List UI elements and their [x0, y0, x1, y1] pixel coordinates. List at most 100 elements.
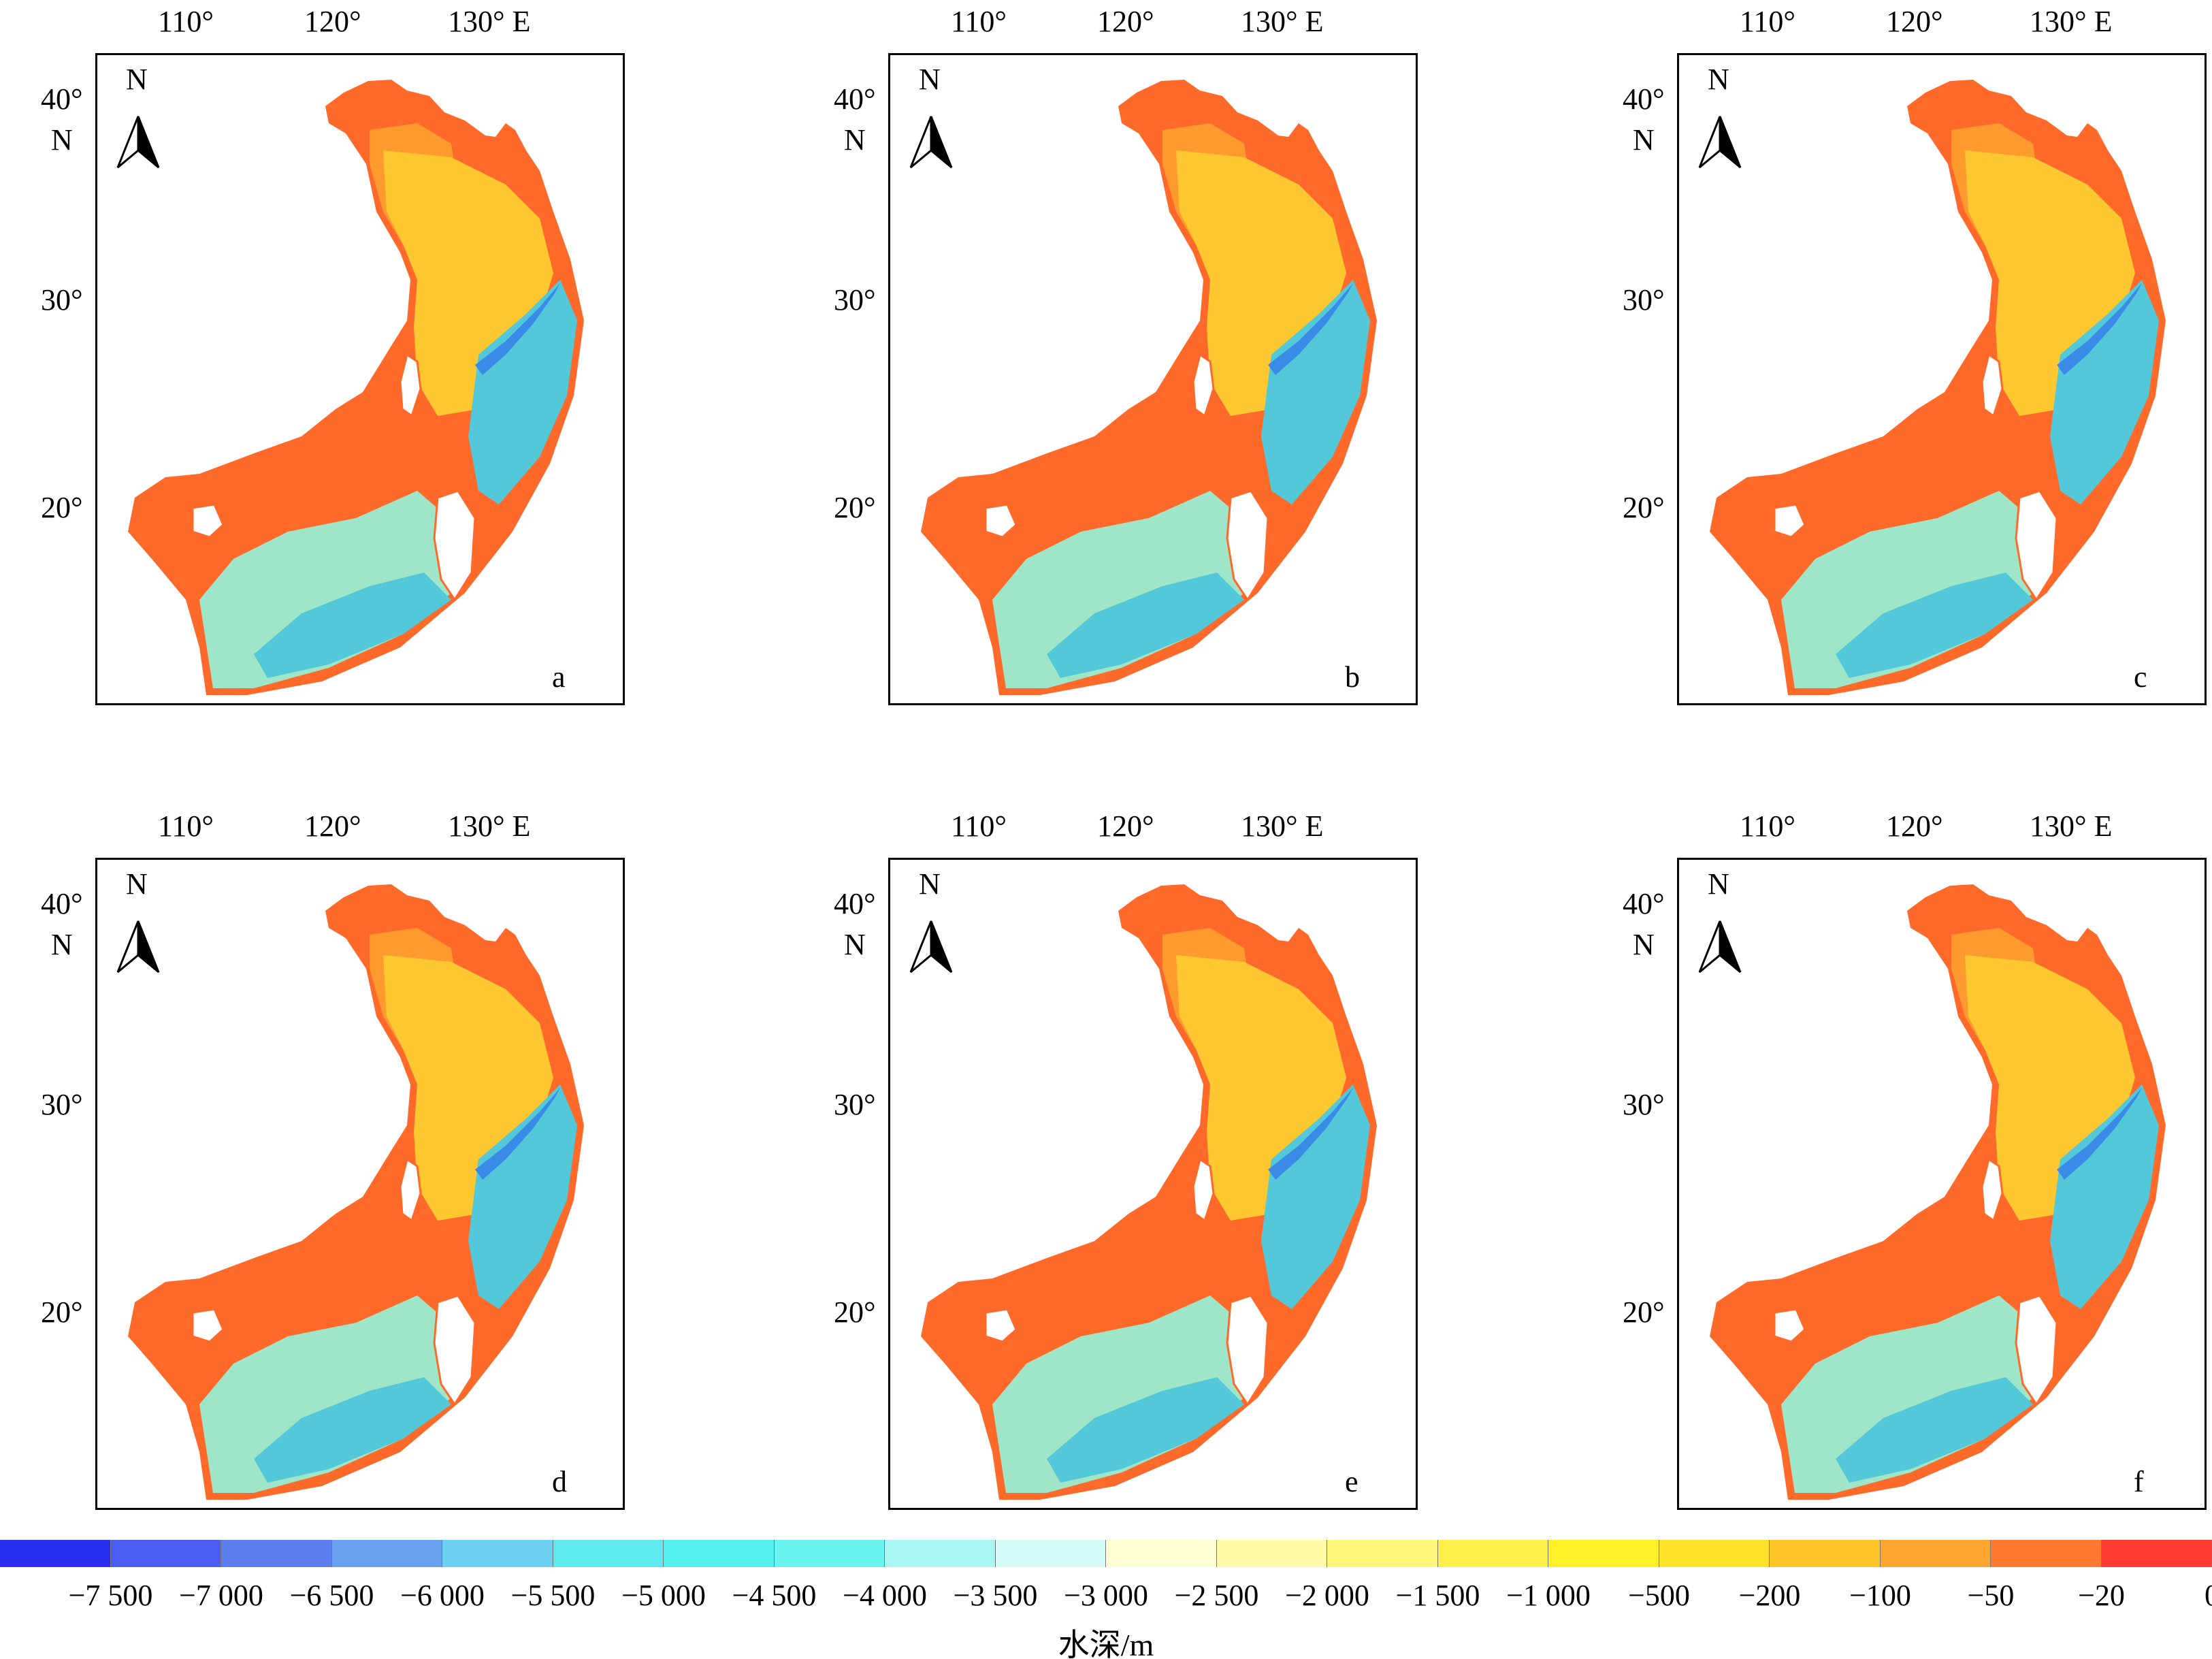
longitude-label: 120° — [304, 5, 361, 38]
colorbar-swatch — [110, 1540, 221, 1567]
colorbar-swatch — [2101, 1540, 2212, 1567]
depth-colorbar — [0, 1540, 2212, 1567]
longitude-label: 130° E — [1241, 5, 1324, 38]
bathymetry-map-a — [116, 80, 584, 695]
latitude-unit: N — [51, 123, 73, 157]
luzon-island — [433, 1294, 476, 1406]
colorbar-swatch — [553, 1540, 664, 1567]
south-china-sea-basin — [1047, 573, 1244, 678]
north-arrow-icon — [1698, 920, 1742, 973]
longitude-label: 120° — [1886, 809, 1943, 843]
longitude-label: 130° E — [448, 809, 531, 843]
colorbar-swatch — [1216, 1540, 1327, 1567]
colorbar-tick-label: −500 — [1628, 1579, 1690, 1612]
colorbar-swatch — [885, 1540, 996, 1567]
colorbar-tick-label: −4 500 — [732, 1579, 817, 1612]
colorbar-swatch — [1437, 1540, 1548, 1567]
colorbar-tick-label: −4 000 — [843, 1579, 927, 1612]
ryukyu-trench — [2057, 1088, 2142, 1180]
ryukyu-trench — [1268, 1088, 1353, 1180]
latitude-unit: N — [1633, 123, 1655, 157]
colorbar-tick-label: −2 000 — [1285, 1579, 1369, 1612]
north-arrow-label: N — [126, 867, 148, 901]
north-arrow-icon — [909, 920, 953, 973]
ryukyu-trench — [475, 283, 560, 375]
longitude-label: 130° E — [2030, 809, 2113, 843]
colorbar-tick-label: −20 — [2078, 1579, 2125, 1612]
colorbar-tick-label: −7 000 — [179, 1579, 263, 1612]
latitude-unit: N — [1633, 928, 1655, 961]
latitude-unit: N — [844, 123, 866, 157]
latitude-label: 40° — [41, 887, 83, 920]
longitude-label: 110° — [951, 809, 1007, 843]
north-arrow-label: N — [1708, 867, 1729, 901]
south-china-sea-basin — [1836, 1377, 2033, 1483]
longitude-label: 110° — [1740, 5, 1795, 38]
hainan-island — [1773, 503, 1806, 538]
latitude-label: 30° — [1623, 1088, 1665, 1121]
luzon-island — [1226, 1294, 1269, 1406]
bathymetry-map-e — [909, 884, 1377, 1500]
south-china-sea-basin — [254, 1377, 451, 1483]
colorbar-swatch — [442, 1540, 553, 1567]
longitude-label: 130° E — [448, 5, 531, 38]
ryukyu-trench — [475, 1088, 560, 1180]
bathymetry-map-d — [116, 884, 584, 1500]
colorbar-tick-label: −7 500 — [68, 1579, 153, 1612]
south-china-sea-slope — [992, 491, 1258, 688]
north-arrow-label: N — [919, 63, 941, 96]
colorbar-tick-label: −5 500 — [510, 1579, 596, 1612]
colorbar-tick-label: −1 000 — [1506, 1579, 1591, 1612]
latitude-label: 30° — [834, 283, 876, 317]
longitude-label: 130° E — [1241, 809, 1324, 843]
taiwan-island — [1981, 353, 2004, 418]
colorbar-tick-label: −5 000 — [621, 1579, 706, 1612]
colorbar-tick-label: 0 — [2205, 1579, 2212, 1612]
taiwan-island — [399, 353, 422, 418]
latitude-label: 40° — [834, 887, 876, 920]
longitude-label: 110° — [1740, 809, 1795, 843]
ryukyu-trench — [1268, 283, 1353, 375]
colorbar-tick-label: −2 500 — [1174, 1579, 1259, 1612]
panel-letter: c — [2134, 660, 2147, 694]
latitude-label: 20° — [1623, 1295, 1665, 1329]
bathymetry-map-f — [1698, 884, 2166, 1500]
longitude-label: 120° — [1886, 5, 1943, 38]
hainan-island — [191, 1308, 225, 1343]
latitude-label: 30° — [1623, 283, 1665, 317]
taiwan-island — [1981, 1157, 2004, 1223]
colorbar-tick-label: −1 500 — [1395, 1579, 1480, 1612]
latitude-label: 30° — [41, 283, 83, 317]
philippine-sea-basin — [2050, 1084, 2159, 1309]
north-arrow-icon — [116, 116, 160, 169]
hainan-island — [984, 503, 1018, 538]
latitude-label: 20° — [834, 491, 876, 524]
panel-letter: b — [1345, 660, 1360, 694]
latitude-unit: N — [51, 928, 73, 961]
south-china-sea-slope — [199, 1295, 465, 1493]
hainan-island — [984, 1308, 1018, 1343]
colorbar-swatch — [0, 1540, 111, 1567]
latitude-unit: N — [844, 928, 866, 961]
longitude-label: 120° — [1097, 5, 1154, 38]
panel-letter: d — [552, 1465, 567, 1498]
south-china-sea-basin — [1047, 1377, 1244, 1483]
bathymetry-map-b — [909, 80, 1377, 695]
north-arrow-icon — [116, 920, 160, 973]
south-china-sea-basin — [254, 573, 451, 678]
hainan-island — [1773, 1308, 1806, 1343]
longitude-label: 110° — [951, 5, 1007, 38]
latitude-label: 20° — [834, 1295, 876, 1329]
panel-letter: f — [2134, 1465, 2144, 1498]
latitude-label: 30° — [834, 1088, 876, 1121]
latitude-label: 20° — [41, 491, 83, 524]
philippine-sea-basin — [468, 280, 577, 504]
south-china-sea-slope — [1781, 491, 2047, 688]
north-arrow-label: N — [919, 867, 941, 901]
ryukyu-trench — [2057, 283, 2142, 375]
